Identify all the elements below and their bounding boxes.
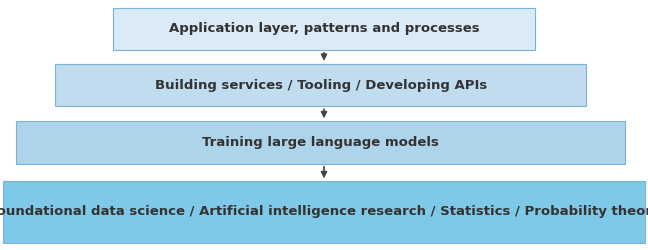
FancyBboxPatch shape (55, 64, 586, 106)
FancyBboxPatch shape (16, 121, 625, 164)
Text: Building services / Tooling / Developing APIs: Building services / Tooling / Developing… (155, 78, 487, 92)
Text: Training large language models: Training large language models (202, 136, 439, 149)
FancyBboxPatch shape (113, 8, 535, 50)
Text: Application layer, patterns and processes: Application layer, patterns and processe… (168, 22, 480, 35)
Text: Foundational data science / Artificial intelligence research / Statistics / Prob: Foundational data science / Artificial i… (0, 206, 648, 218)
FancyBboxPatch shape (3, 181, 645, 242)
